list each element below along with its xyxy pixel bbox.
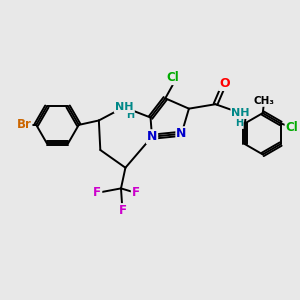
Text: NH: NH — [231, 108, 250, 118]
Text: N: N — [147, 130, 157, 143]
Text: CH₃: CH₃ — [254, 96, 275, 106]
Text: N: N — [176, 127, 187, 140]
Text: F: F — [118, 204, 127, 217]
Text: Br: Br — [16, 118, 31, 131]
Text: F: F — [132, 186, 140, 199]
Text: O: O — [219, 77, 230, 90]
Text: H: H — [235, 118, 243, 128]
Text: F: F — [93, 186, 101, 199]
Text: Cl: Cl — [166, 71, 179, 84]
Text: Cl: Cl — [286, 121, 298, 134]
Text: NH: NH — [115, 102, 133, 112]
Text: H: H — [126, 110, 134, 120]
